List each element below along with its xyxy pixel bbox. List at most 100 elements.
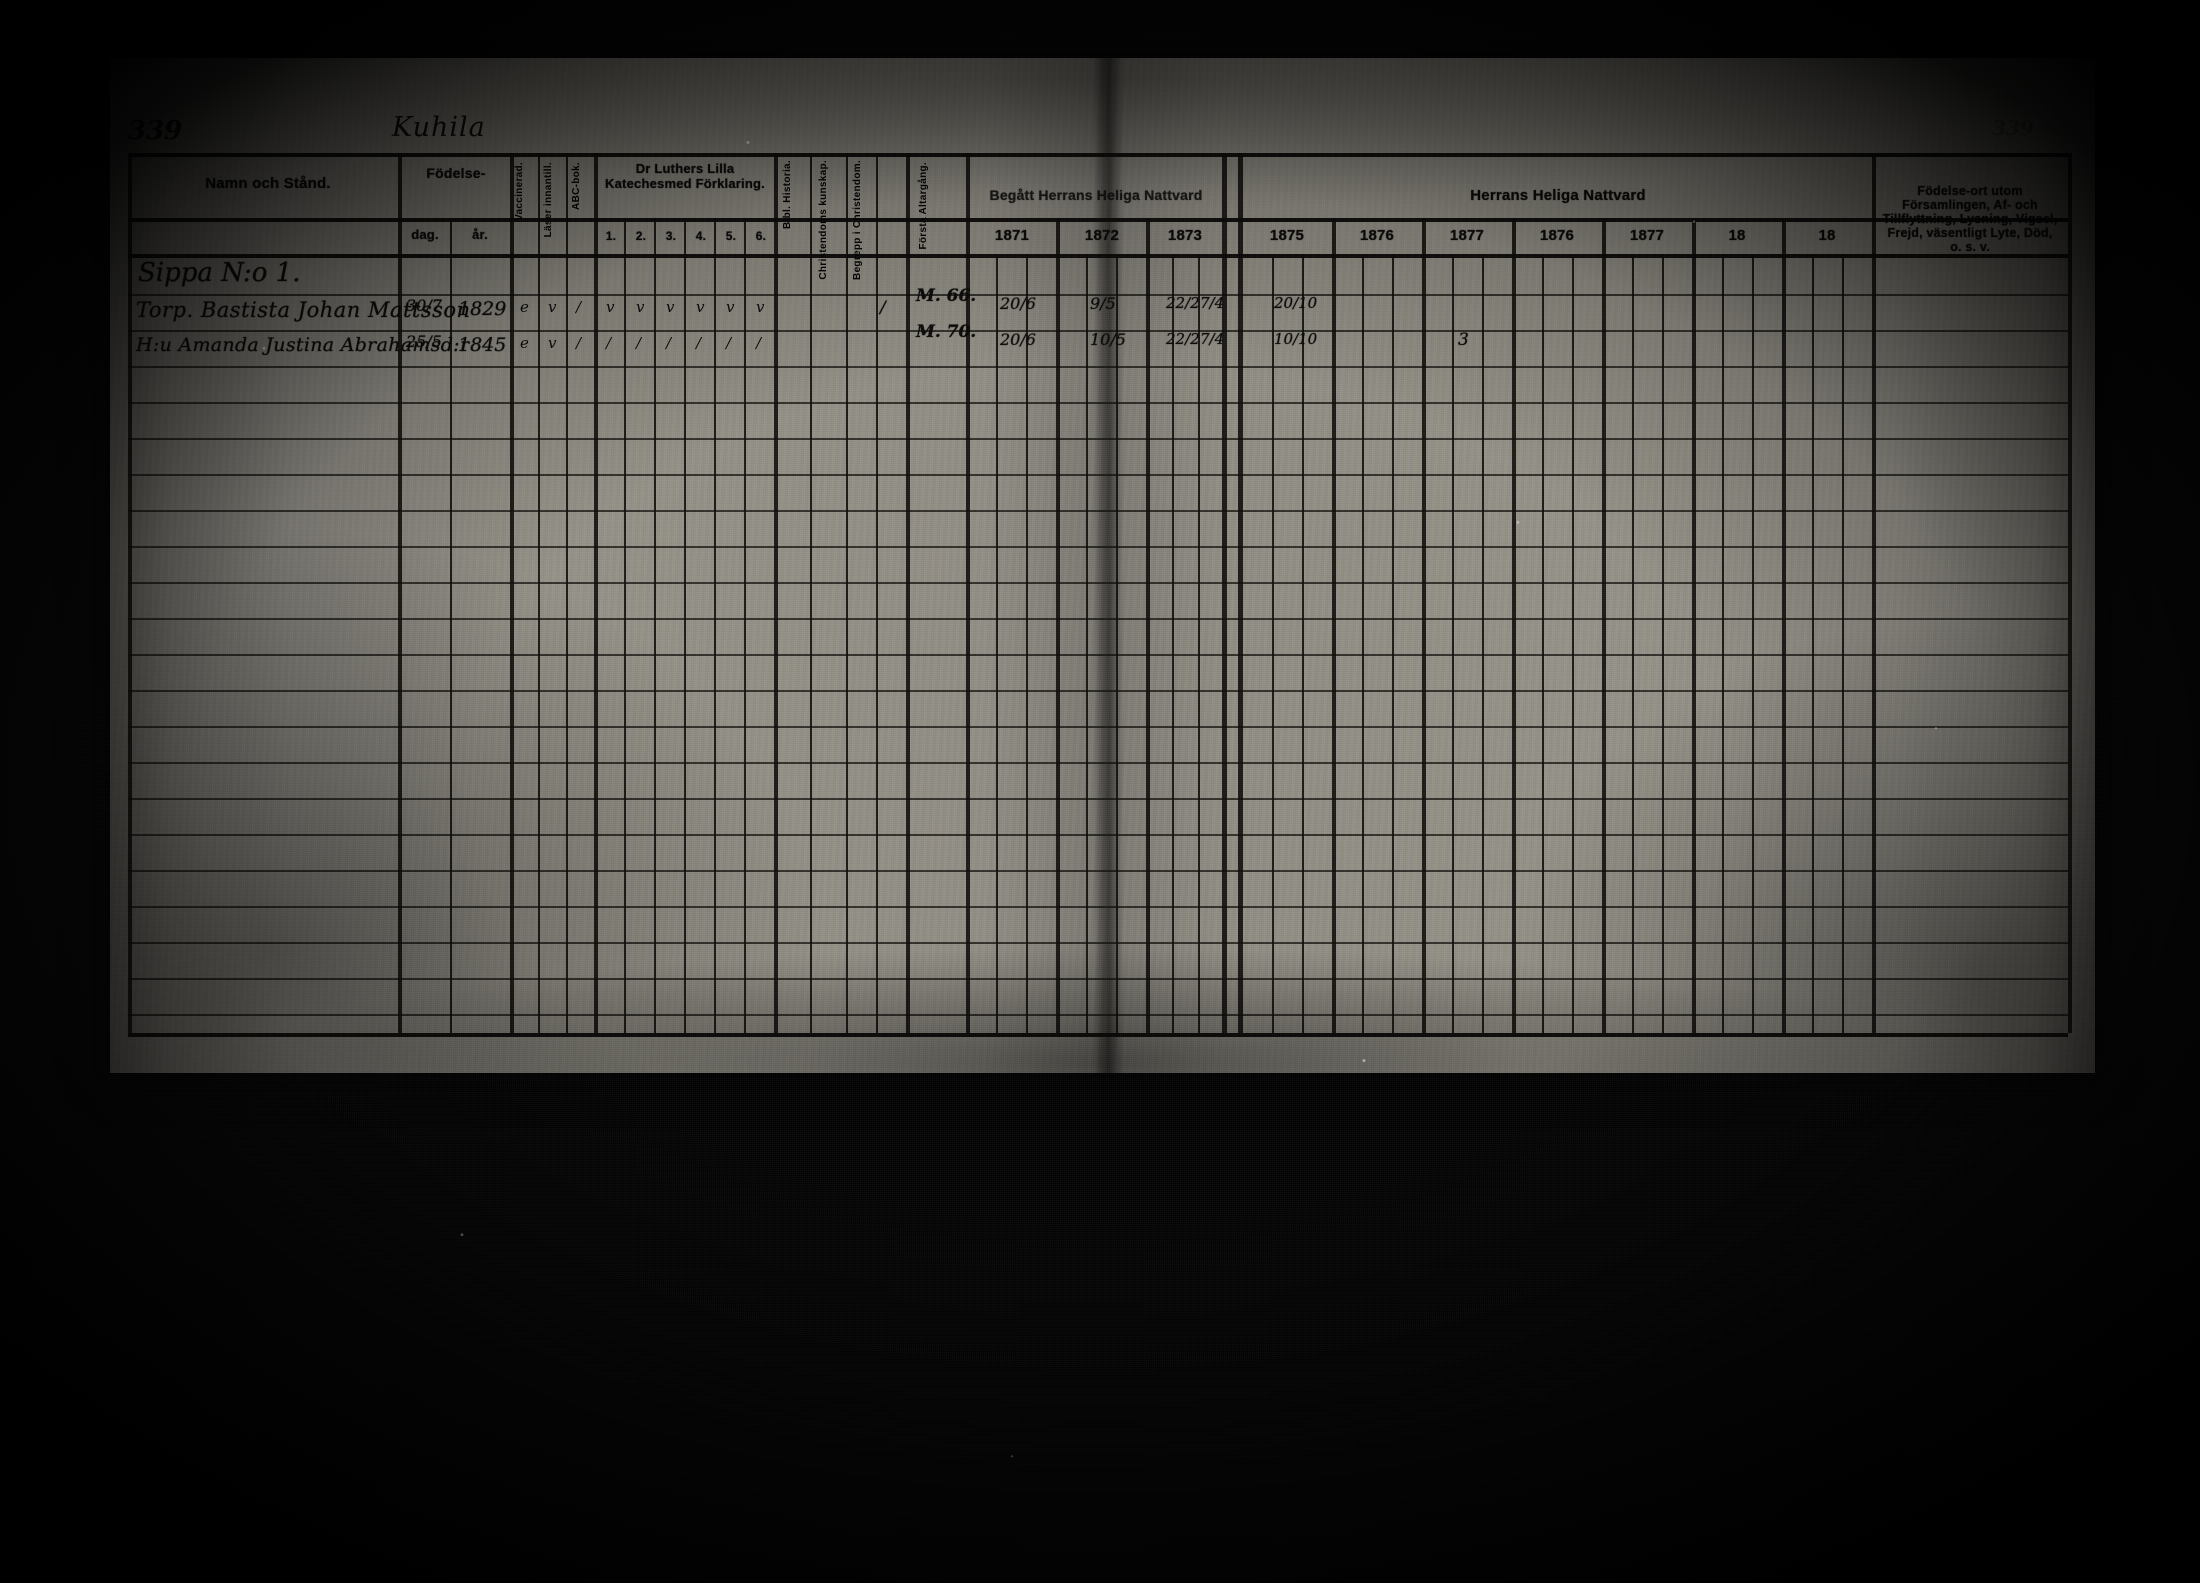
table-top-rule xyxy=(128,153,2068,157)
rule-r3-a xyxy=(1452,254,1454,1033)
year-header-1871: 1871 xyxy=(994,227,1030,244)
rule-christ xyxy=(846,153,848,1033)
row-2-mark-5: / xyxy=(636,334,642,352)
rule-left-edge xyxy=(128,153,132,1033)
row-2-mark-1: e xyxy=(520,334,529,352)
row-1-comm-1875: 20/10 xyxy=(1274,294,1318,312)
row-1-mark-5: v xyxy=(636,298,645,316)
rule-cat2 xyxy=(654,218,656,1033)
col-header-birth-day: dag. xyxy=(411,227,439,242)
row-2-comm-1873b: 7/4 xyxy=(1200,330,1225,348)
rule-y1-b xyxy=(1026,254,1028,1033)
rule-r1-b xyxy=(1302,254,1304,1033)
rule-cat-end xyxy=(774,153,778,1033)
row-2-mark-2: v xyxy=(548,334,557,352)
year-header-r2: 1876 xyxy=(1359,227,1395,244)
left-page-number: 339 xyxy=(128,116,183,146)
row-1-mark-6: v xyxy=(666,298,675,316)
row-2-comm-1873a: 22/2 xyxy=(1166,330,1200,348)
empty-row-rule xyxy=(128,510,2068,512)
row-2-comm-1875: 10/10 xyxy=(1274,330,1318,348)
row-2-mark-8: / xyxy=(726,334,732,352)
rule-read xyxy=(566,153,568,1033)
empty-row-rule xyxy=(128,474,2068,476)
rule-spine-left xyxy=(1222,153,1227,1033)
rule-r2-a xyxy=(1362,254,1364,1033)
rule-r7-a xyxy=(1812,254,1814,1033)
empty-row-rule xyxy=(128,654,2068,656)
year-header-r6: 18 xyxy=(1728,227,1746,244)
row-2-comm-1871: 20/6 xyxy=(1000,330,1036,349)
rule-y1-end xyxy=(1056,218,1060,1033)
notes-column-title: Födelse-ort utom Församlingen, Af- och T… xyxy=(1882,184,2058,254)
rule-r1-end xyxy=(1332,218,1336,1033)
col-header-cat-1: 1. xyxy=(605,229,617,243)
rule-abc xyxy=(594,153,598,1033)
rule-begrepp xyxy=(876,153,878,1033)
row-1-mark-3: / xyxy=(576,298,582,316)
year-header-r7: 18 xyxy=(1818,227,1836,244)
col-header-cat-4: 4. xyxy=(695,229,707,243)
rule-y3-b xyxy=(1198,254,1200,1033)
row-2-mark-3: / xyxy=(576,334,582,352)
row-1-mark-4: v xyxy=(606,298,615,316)
row-1-mark-2: v xyxy=(548,298,557,316)
row-2-mark-7: / xyxy=(696,334,702,352)
row-1-first-communion: / xyxy=(880,298,886,318)
rule-y2-a xyxy=(1086,254,1088,1033)
col-header-birth: Födelse- xyxy=(426,165,486,181)
empty-row-rule xyxy=(128,978,2068,980)
rule-r2-b xyxy=(1392,254,1394,1033)
empty-row-rule xyxy=(128,618,2068,620)
row-2-altar-note: M. 70. xyxy=(916,322,977,342)
rule-r6-end xyxy=(1782,218,1786,1033)
col-header-cat-5: 5. xyxy=(725,229,737,243)
rule-r6-a xyxy=(1722,254,1724,1033)
communion-right-title: Herrans Heliga Nattvard xyxy=(1470,187,1646,204)
empty-row-rule xyxy=(128,870,2068,872)
rule-r7-b xyxy=(1842,254,1844,1033)
right-page-number: 339 xyxy=(1992,116,2034,140)
rule-y2-end xyxy=(1146,218,1150,1033)
communion-left-title: Begått Herrans Heliga Nattvard xyxy=(989,187,1203,203)
row-2-birth-day: 25/5 xyxy=(406,332,442,351)
register-table: 339 Kuhila 339 xyxy=(110,58,2095,1073)
header-sub-rule xyxy=(128,218,2068,222)
empty-row-rule xyxy=(128,582,2068,584)
empty-row-rule xyxy=(128,798,2068,800)
script-title: Kuhila xyxy=(392,112,486,143)
row-1-mark-7: v xyxy=(696,298,705,316)
col-header-christianity-knowledge: Christendoms kunskap. xyxy=(818,160,829,280)
col-header-abcbook: ABC-bok. xyxy=(571,162,582,210)
row-1-altar-note: M. 66. xyxy=(916,286,977,306)
rule-spine-right xyxy=(1238,153,1243,1033)
rule-y1-a xyxy=(996,254,998,1033)
rule-r2-end xyxy=(1422,218,1426,1033)
col-header-name: Namn och Stånd. xyxy=(205,175,331,192)
empty-row-rule xyxy=(128,690,2068,692)
row-1-comm-1873b: 7/4 xyxy=(1200,294,1225,312)
rule-pre-altar xyxy=(906,153,910,1033)
col-header-cat-3: 3. xyxy=(665,229,677,243)
row-1-birth-year: 1829 xyxy=(458,298,507,320)
rule-r5-a xyxy=(1632,254,1634,1033)
col-header-birth-year: år. xyxy=(472,227,488,242)
row-2-comm-1877: 3 xyxy=(1458,330,1469,350)
empty-row-rule xyxy=(128,906,2068,908)
row-2-mark-4: / xyxy=(606,334,612,352)
row-2-mark-9: / xyxy=(756,334,762,352)
rule-cat1 xyxy=(624,218,626,1033)
rule-r5-b xyxy=(1662,254,1664,1033)
row-1-mark-9: v xyxy=(756,298,765,316)
empty-row-rule xyxy=(128,1014,2068,1016)
empty-row-rule xyxy=(128,438,2068,440)
rule-r1-a xyxy=(1272,254,1274,1033)
rule-r6-b xyxy=(1752,254,1754,1033)
rule-r4-a xyxy=(1542,254,1544,1033)
col-header-first-communion: Första Altargång. xyxy=(918,162,929,250)
rule-right-edge xyxy=(2068,153,2072,1033)
year-header-r3: 1877 xyxy=(1449,227,1485,244)
col-header-christianity-concept: Begrepp i Christendom. xyxy=(852,160,863,280)
row-2-birth-year: 1845 xyxy=(458,334,507,356)
rule-y3-a xyxy=(1172,254,1174,1033)
